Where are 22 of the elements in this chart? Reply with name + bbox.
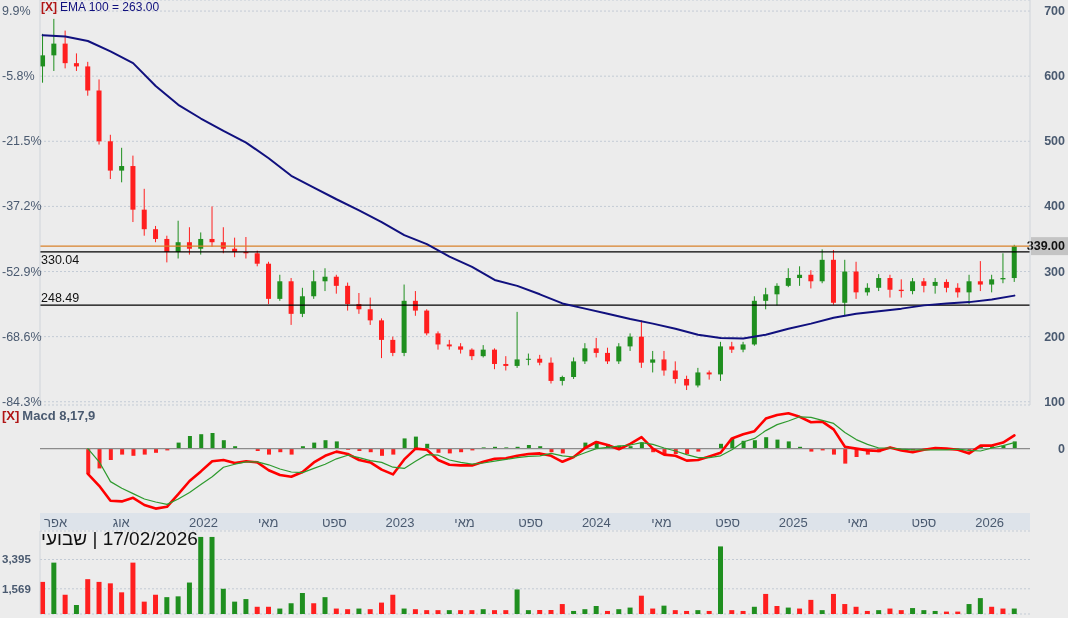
y2-tick-label: -68.6% xyxy=(2,329,42,344)
y-tick-label: 3,395 xyxy=(2,553,32,566)
y2-tick-label: -52.9% xyxy=(2,264,42,279)
y2-tick-label: -5.8% xyxy=(2,69,35,84)
y-tick-label: 1,569 xyxy=(2,582,31,595)
y2-tick-label: -21.5% xyxy=(2,134,42,149)
y2-tick-label: 9.9% xyxy=(2,4,31,19)
y-tick-label: 400 xyxy=(1044,199,1066,214)
ref-line-label: 248.49 xyxy=(41,291,80,306)
annotation: [X] xyxy=(41,0,57,15)
ref-line-label: 339.00 xyxy=(1026,239,1066,254)
y-tick-label: 200 xyxy=(1044,329,1066,344)
annotation: 17/02/2026 | שבועי xyxy=(41,528,198,550)
ref-line-label: 330.04 xyxy=(41,252,80,267)
y-tick-label: 700 xyxy=(1044,4,1066,19)
y-tick-label: 100 xyxy=(1044,394,1066,409)
y-tick-label: 600 xyxy=(1044,69,1066,84)
series-label: EMA 100 = 263.00 xyxy=(60,0,160,15)
y2-tick-label: -84.3% xyxy=(2,394,42,409)
y2-tick-label: -37.2% xyxy=(2,199,42,214)
y-tick-label: 500 xyxy=(1044,134,1066,149)
y-tick-label: 300 xyxy=(1044,264,1066,279)
